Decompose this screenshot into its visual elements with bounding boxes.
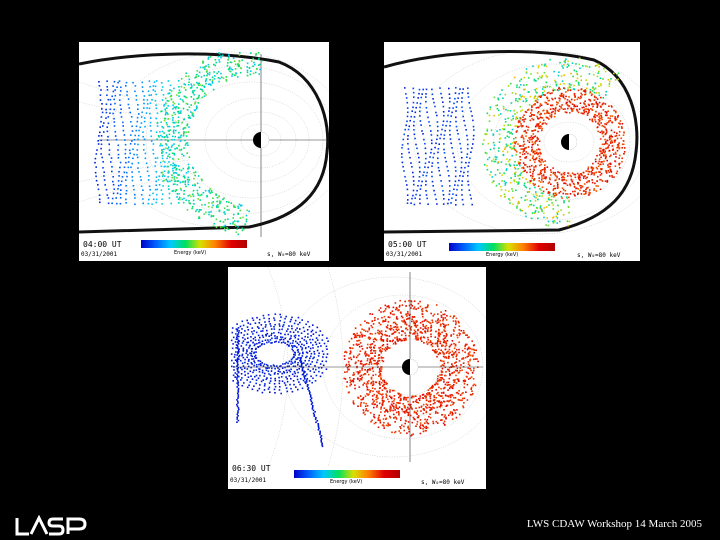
energy-colorbar [449, 243, 555, 251]
simulation-panel-0400: 04:00 UT 03/31/2001 Energy (keV) s, W₀=8… [79, 42, 329, 261]
energy-colorbar [294, 470, 400, 478]
time-label: 05:00 UT [388, 240, 427, 249]
energy-colorbar [141, 240, 247, 248]
parameter-label: s, W₀=80 keV [577, 252, 621, 259]
date-label: 03/31/2001 [230, 477, 267, 484]
simulation-panel-0630: 06:30 UT 03/31/2001 Energy (keV) s, W₀=8… [228, 267, 486, 489]
colorbar-label: Energy (keV) [486, 252, 519, 258]
simulation-panel-0500: 05:00 UT 03/31/2001 Energy (keV) s, W₀=8… [384, 42, 640, 261]
lasp-logo [15, 515, 87, 536]
time-label: 06:30 UT [232, 464, 271, 473]
particle-plot [384, 49, 640, 235]
footer-caption: LWS CDAW Workshop 14 March 2005 [526, 518, 702, 530]
date-label: 03/31/2001 [81, 251, 118, 258]
date-label: 03/31/2001 [386, 251, 423, 258]
colorbar-label: Energy (keV) [330, 479, 363, 485]
parameter-label: s, W₀=80 keV [267, 251, 311, 258]
particle-plot [79, 51, 329, 237]
time-label: 04:00 UT [83, 240, 122, 249]
parameter-label: s, W₀=80 keV [421, 479, 465, 486]
colorbar-label: Energy (keV) [174, 250, 207, 256]
particle-plot [230, 267, 486, 468]
